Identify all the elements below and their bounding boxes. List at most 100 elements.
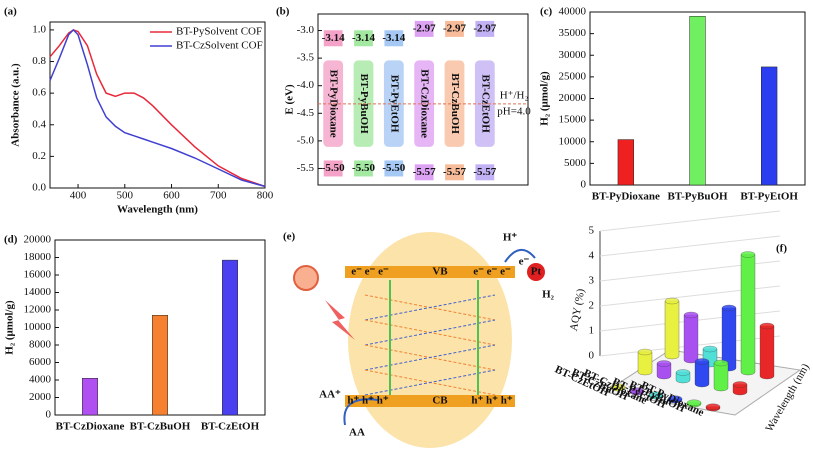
y-tick-label: 0 (581, 179, 587, 191)
bar3d (740, 254, 756, 376)
value-label: -5.50 (322, 162, 345, 174)
y-axis-label: H₂ (μmol/g) (4, 300, 16, 355)
bar3d (759, 325, 775, 380)
bar (152, 315, 168, 416)
x-tick-label: 600 (163, 190, 180, 202)
bar-cap (656, 360, 672, 367)
bar-cap (667, 395, 683, 402)
y-tick-label: 18000 (24, 251, 52, 263)
panel-label: (e) (283, 231, 296, 243)
energy-level (384, 160, 404, 177)
x-axis-label: Wavelength (nm) (117, 204, 198, 216)
bar3d (664, 300, 680, 360)
plot-frame (49, 21, 266, 189)
scheme-label: AA⁺ (319, 389, 341, 401)
bar3d (683, 314, 699, 364)
y-tick-label: 25000 (559, 70, 587, 82)
x-tick-label: 800 (257, 190, 274, 202)
y-tick-label: 15000 (559, 114, 587, 126)
z-tick-label: 0 (589, 350, 595, 362)
bar3d (713, 362, 729, 392)
energy-level (323, 30, 343, 47)
x-tick-label: BT-CzDioxane (56, 421, 125, 433)
panel-label: (d) (4, 234, 18, 246)
y-axis-label: Absorbance (a.u.) (10, 63, 22, 147)
y-tick-label: 4000 (29, 374, 52, 386)
bar-cap (675, 369, 691, 376)
h-arrow (504, 249, 536, 263)
bar3d (694, 361, 710, 388)
x-tick-label: 700 (210, 190, 227, 202)
scheme-label: VB (432, 266, 448, 278)
vb-band (345, 266, 515, 278)
bar3d (637, 351, 653, 376)
scheme-label: Pt (531, 266, 542, 278)
scheme-label: H₂ (542, 289, 555, 301)
y-tick-label: 10000 (559, 135, 587, 147)
y-tick-label: 0.4 (32, 118, 46, 130)
y-tick-label: 1.0 (32, 23, 46, 35)
scheme-label: CB (432, 395, 448, 407)
bar-cap (759, 322, 775, 330)
y-tick-label: 6000 (29, 356, 52, 368)
y-tick-label: 20000 (559, 92, 587, 104)
energy-level (475, 164, 495, 181)
panel-label: (b) (276, 6, 290, 18)
bar-cap (732, 381, 748, 388)
energy-level (414, 164, 434, 181)
bar (689, 16, 706, 186)
bar-cap (686, 399, 702, 406)
bar-cap (648, 391, 664, 398)
value-label: -5.57 (473, 166, 496, 178)
energy-level (445, 164, 464, 181)
y-tick-label: 0.8 (32, 55, 46, 67)
x-tick-label: BT-PyBuOH (667, 191, 728, 203)
y-tick-label: 40000 (559, 6, 587, 18)
y-tick-label: 35000 (559, 27, 587, 39)
z-axis-label: AQY (%) (568, 288, 587, 332)
legend-label: BT-PySolvent COF (176, 26, 262, 38)
energy-level (445, 20, 464, 37)
value-label: -2.97 (443, 22, 466, 34)
bar-cap (629, 387, 645, 394)
panel-label: (a) (4, 6, 17, 18)
bar (222, 259, 238, 416)
y-tick-label: -5.5 (297, 162, 315, 174)
y-tick-label: 20000 (24, 234, 52, 246)
energy-level (354, 30, 373, 47)
y-tick-label: 8000 (29, 339, 52, 351)
z-tick (599, 235, 781, 257)
energy-level (384, 30, 404, 47)
lattice (364, 369, 496, 396)
x-tick-label: 500 (117, 190, 134, 202)
y-tick-label: -3.0 (297, 24, 315, 36)
energy-level (354, 160, 373, 177)
z-tick-label: 3 (589, 275, 595, 287)
bar (617, 139, 634, 186)
bar-cap (664, 297, 680, 305)
z-tick-label: 1 (589, 325, 595, 337)
energy-level (475, 20, 495, 37)
legend-label: BT-CzSolvent COF (176, 40, 263, 52)
y-tick-label: 12000 (24, 304, 52, 316)
bar-cap (683, 311, 699, 319)
panel-label: (c) (540, 6, 553, 18)
value-label: -3.14 (352, 32, 375, 44)
bar-cap (702, 345, 718, 353)
x-tick-label: BT-PyDioxane (592, 191, 660, 203)
bar-cap (740, 251, 756, 258)
z-tick-label: 5 (589, 225, 595, 237)
y-tick-label: 0.6 (32, 87, 46, 99)
line-series (49, 28, 266, 188)
y-tick-label: -4.5 (297, 107, 315, 119)
scheme-label: e⁻ (519, 256, 530, 268)
y-tick-label: -5.0 (297, 134, 315, 146)
panel-label: (f) (776, 243, 787, 255)
scheme-label: AA (349, 427, 365, 439)
sun (293, 265, 319, 291)
plot-frame (317, 13, 529, 186)
y-tick-label: 0.0 (32, 182, 46, 194)
x-tick-label: BT-CzBuOH (130, 421, 191, 433)
lattice (364, 344, 496, 371)
lattice (364, 294, 496, 321)
